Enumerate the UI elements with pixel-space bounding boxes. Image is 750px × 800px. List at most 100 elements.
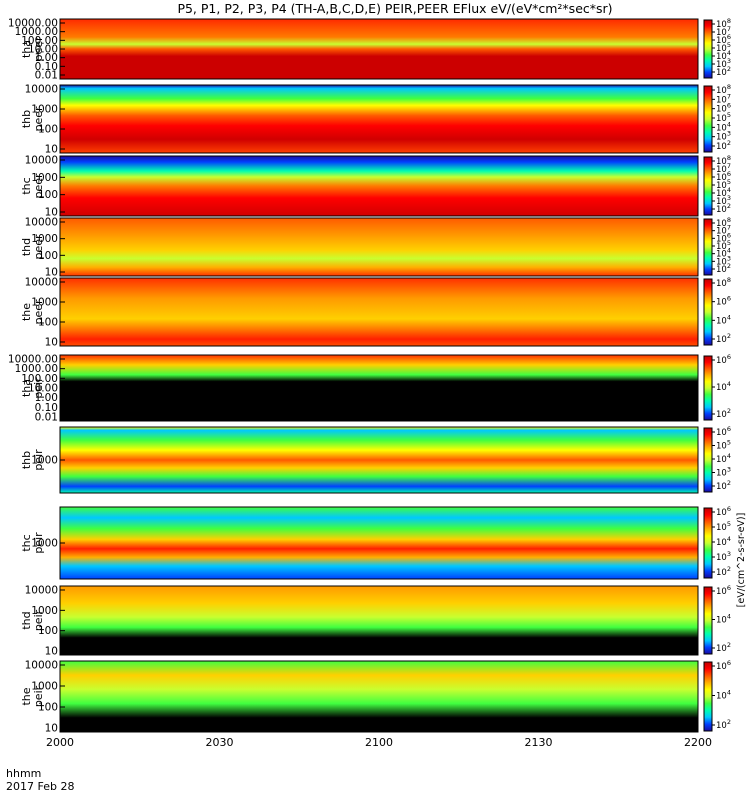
y-axis-label: thepeer <box>20 299 45 325</box>
y-axis-label: thbpeer <box>20 106 45 132</box>
colorbar-tick-label: 102 <box>716 641 731 654</box>
spectrogram-the-peer <box>59 277 699 347</box>
x-tick-label: 2100 <box>365 736 393 749</box>
y-tick-label: 1000.00 <box>15 363 58 375</box>
colorbar-tick-label: 106 <box>716 295 731 308</box>
colorbar-thd-peir <box>703 586 713 655</box>
y-axis-label: thepeir <box>20 685 45 707</box>
y-axis-label: thcpeir <box>20 532 45 554</box>
colorbar-tha-peir <box>703 355 713 421</box>
colorbar-thc-peir <box>703 507 713 579</box>
x-tick-label: 2130 <box>525 736 553 749</box>
colorbar-thd-peer <box>703 218 713 276</box>
colorbar-tick-label: 106 <box>716 353 731 366</box>
spectrogram-tha-peir <box>59 354 699 422</box>
panel-thb-peer: 10000100010010thbpeer1081071061051041031… <box>20 83 731 156</box>
panel-thd-peer: 10000100010010thdpeer1081071061051041031… <box>20 216 731 279</box>
panel-thc-peer: 10000100010010thcpeer1081071061051041031… <box>20 154 731 219</box>
colorbar-tick-label: 104 <box>716 535 731 548</box>
y-tick-label: 1.00 <box>35 52 58 64</box>
y-tick-label: 10 <box>45 646 58 658</box>
time-axis: hhmm 2017 Feb 28 2000 2030 2100 2130 2200 <box>6 727 712 793</box>
y-tick-label: 10000 <box>25 277 58 289</box>
colorbar-tick-label: 103 <box>716 466 731 479</box>
spectrogram-tha-peer <box>59 18 699 80</box>
y-tick-label: 10 <box>45 337 58 349</box>
spectrogram-thd-peir <box>59 585 699 656</box>
y-tick-label: 10.00 <box>28 44 58 56</box>
time-row-label: hhmm <box>6 767 41 780</box>
colorbar-thc-peer <box>703 156 713 216</box>
y-tick-label: 1000 <box>31 172 58 184</box>
y-tick-label: 10000 <box>25 585 58 597</box>
y-tick-label: 100 <box>38 189 58 201</box>
colorbar-tick-label: 104 <box>716 689 731 702</box>
y-tick-label: 10000 <box>25 84 58 96</box>
colorbar-tick-label: 104 <box>716 452 731 465</box>
y-tick-label: 10 <box>45 207 58 219</box>
y-tick-label: 10000.00 <box>8 18 58 30</box>
y-tick-label: 10000.00 <box>8 354 58 366</box>
y-axis-label: thdpeer <box>20 234 45 260</box>
colorbar-tick-label: 106 <box>716 659 731 672</box>
spectrogram-thd-peer <box>59 217 699 277</box>
colorbar-tha-peer <box>703 19 713 79</box>
x-tick-label: 2200 <box>684 736 712 749</box>
y-tick-label: 10 <box>45 723 58 735</box>
y-tick-label: 1.00 <box>35 392 58 404</box>
y-axis-label: thcpeer <box>20 173 45 199</box>
spectrogram-thc-peir <box>59 506 699 580</box>
colorbar-tick-label: 102 <box>716 407 731 420</box>
spectrogram-thb-peir <box>59 426 699 494</box>
colorbar-tick-label: 106 <box>716 425 731 438</box>
colorbar-thb-peer <box>703 85 713 153</box>
y-tick-label: 100.00 <box>21 373 58 385</box>
colorbar-tick-label: 106 <box>716 584 731 597</box>
y-axis-label: thapeir <box>20 377 45 399</box>
colorbar-tick-label: 108 <box>716 276 731 289</box>
y-tick-label: 10 <box>45 144 58 156</box>
colorbar-tick-label: 104 <box>716 313 731 326</box>
panels: 10000.001000.00100.0010.001.000.100.01th… <box>8 17 731 735</box>
y-tick-label: 100 <box>38 625 58 637</box>
y-axis-label: thdpeir <box>20 609 45 631</box>
colorbar-thb-peir <box>703 427 713 493</box>
colorbar-tick-label: 105 <box>716 439 731 452</box>
y-tick-label: 100 <box>38 124 58 136</box>
colorbar-the-peer <box>703 278 713 346</box>
y-tick-label: 1000 <box>31 681 58 693</box>
y-tick-label: 1000 <box>31 455 58 467</box>
y-axis-label: thapeer <box>20 36 45 62</box>
colorbar-tick-label: 106 <box>716 505 731 518</box>
y-tick-label: 10000 <box>25 660 58 672</box>
y-tick-label: 0.01 <box>35 70 58 82</box>
colorbar-tick-label: 105 <box>716 520 731 533</box>
y-tick-label: 10000 <box>25 155 58 167</box>
y-tick-label: 0.10 <box>35 61 58 73</box>
figure-title: P5, P1, P2, P3, P4 (TH-A,B,C,D,E) PEIR,P… <box>177 1 612 16</box>
colorbar-the-peir <box>703 661 713 732</box>
colorbar-tick-label: 102 <box>716 332 731 345</box>
x-tick-label: 2000 <box>46 736 74 749</box>
y-tick-label: 0.01 <box>35 412 58 424</box>
y-tick-label: 1000 <box>31 233 58 245</box>
y-axis-label: thbpeir <box>20 449 45 471</box>
colorbar-tick-label: 104 <box>716 613 731 626</box>
y-tick-label: 1000 <box>31 538 58 550</box>
spectrogram-the-peir <box>59 660 699 733</box>
y-tick-label: 10.00 <box>28 383 58 395</box>
y-tick-label: 100 <box>38 702 58 714</box>
spectrogram-thc-peer <box>59 155 699 217</box>
colorbar-tick-label: 102 <box>716 565 731 578</box>
y-tick-label: 100 <box>38 250 58 262</box>
colorbar-tick-label: 102 <box>716 718 731 731</box>
panel-thd-peir: 10000 1000 100 10 thdpeir 106 104 102 <box>20 584 731 658</box>
y-tick-label: 10000 <box>25 217 58 229</box>
colorbar-tick-label: 104 <box>716 380 731 393</box>
colorbar-tick-label: 103 <box>716 550 731 563</box>
y-tick-label: 10 <box>45 267 58 279</box>
